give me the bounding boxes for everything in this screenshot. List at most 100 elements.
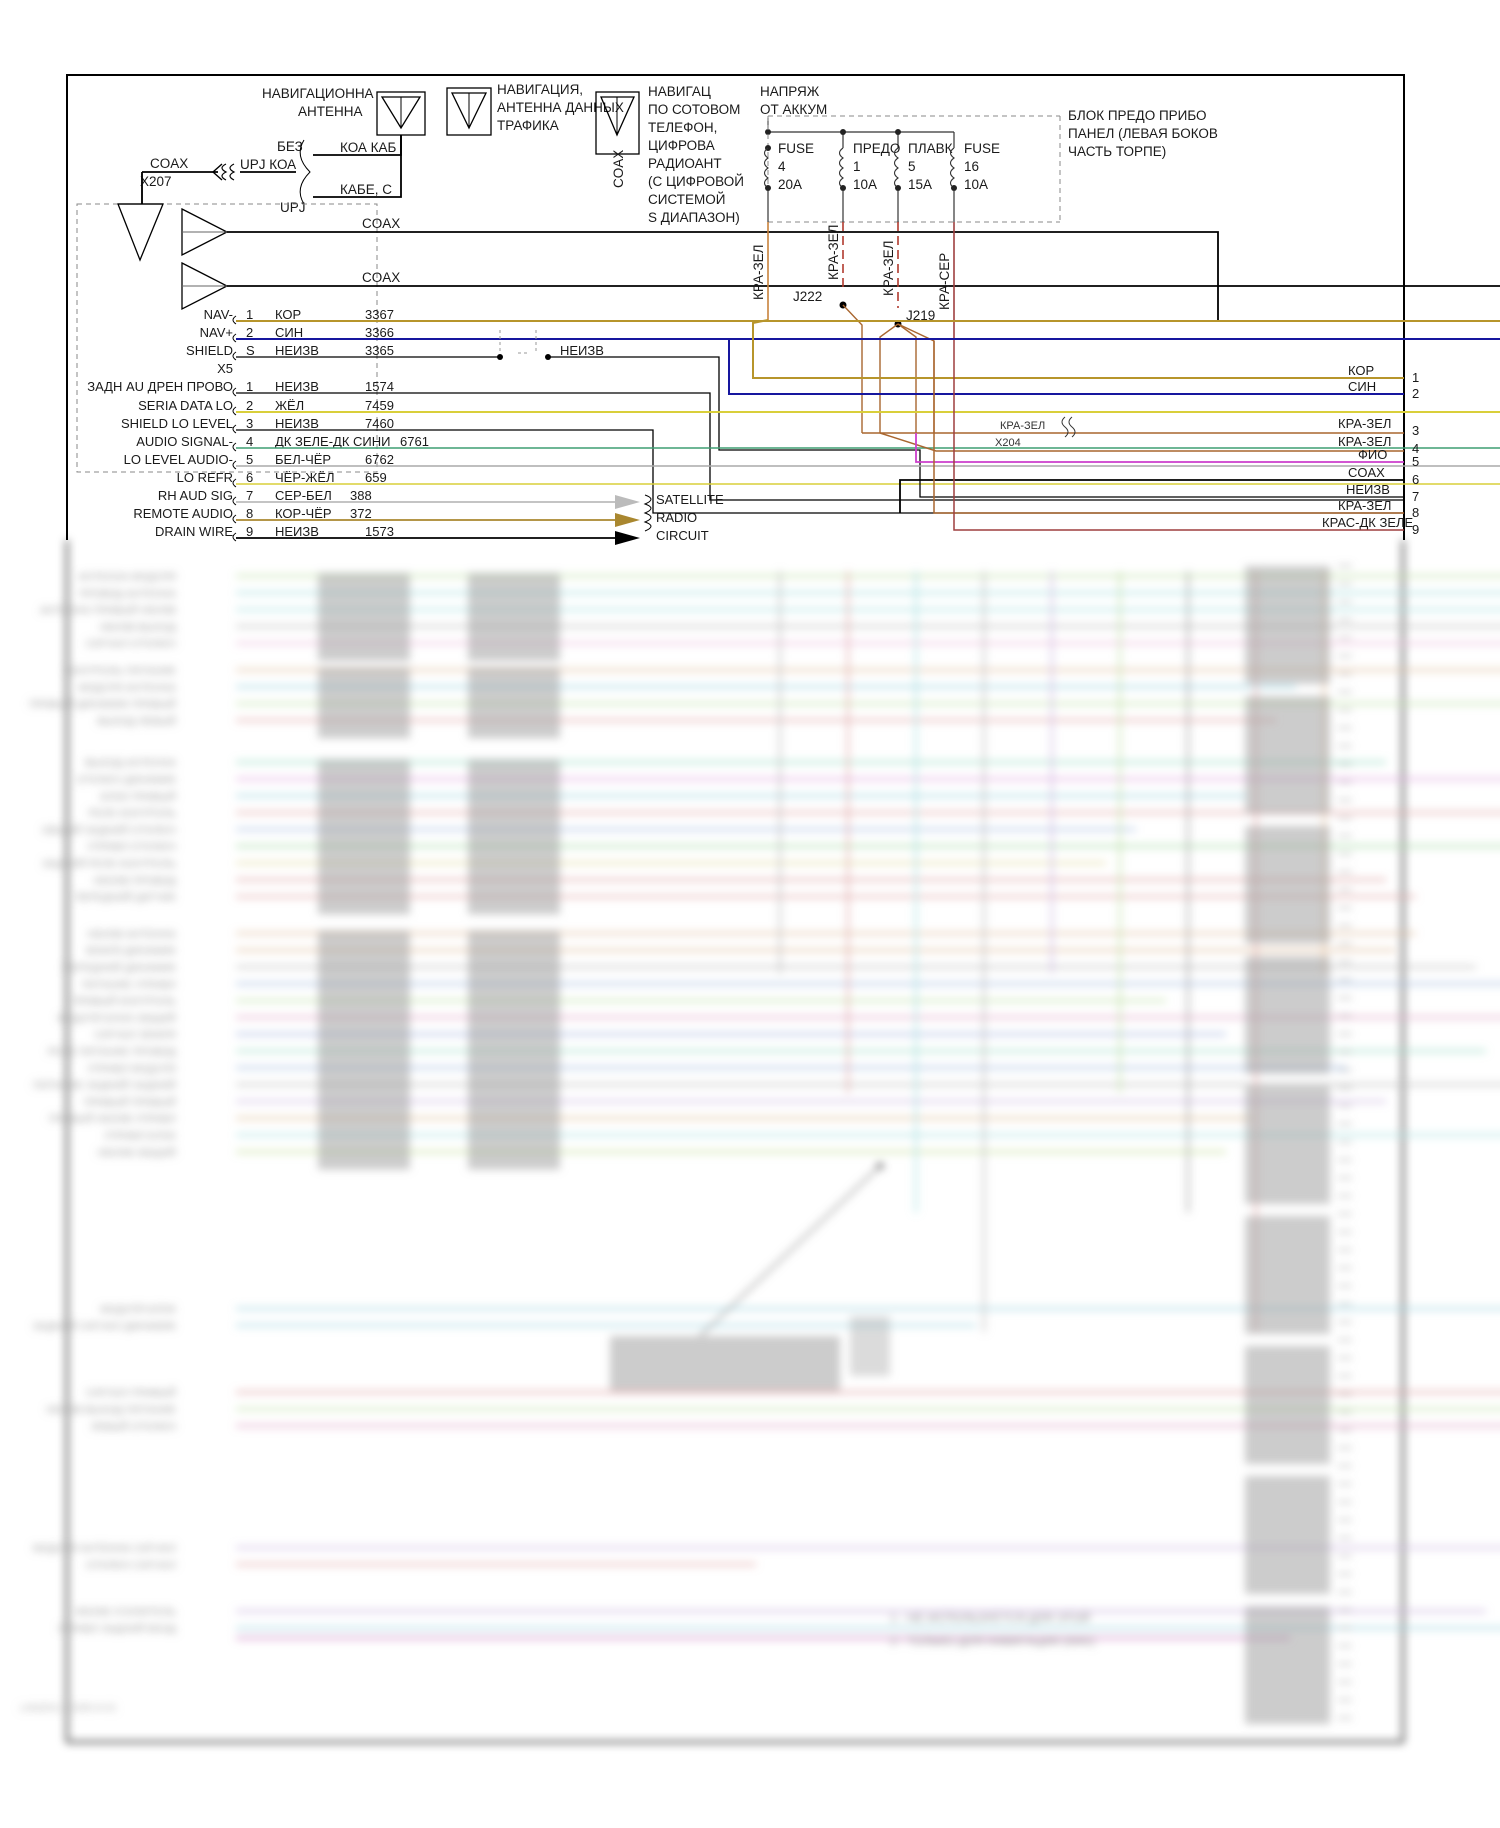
svg-text:НЕИЗВ ОБЩИЙ: НЕИЗВ ОБЩИЙ xyxy=(98,1146,176,1159)
svg-text:СИН: СИН xyxy=(1348,379,1376,394)
svg-text:ЗАДНИЙ РЕЛЕ КОНТРОЛЬ: ЗАДНИЙ РЕЛЕ КОНТРОЛЬ xyxy=(42,857,176,870)
svg-text:ЧЁР-ЖЁЛ: ЧЁР-ЖЁЛ xyxy=(275,470,335,485)
svg-text:7460: 7460 xyxy=(365,416,394,431)
svg-text:КРА-ЗЕЛ: КРА-ЗЕЛ xyxy=(751,245,766,300)
svg-text:МОДУЛЯ АНТЕННА: МОДУЛЯ АНТЕННА xyxy=(78,682,176,694)
svg-text:659: 659 xyxy=(365,470,387,485)
svg-text:УПРАВЛ ЗАДНИЙ ВХОД: УПРАВЛ ЗАДНИЙ ВХОД xyxy=(57,1622,176,1635)
svg-text:НЕИЗВ АНТЕННА: НЕИЗВ АНТЕННА xyxy=(87,928,176,940)
svg-text:БЛОК ПРАВЫЙ: БЛОК ПРАВЫЙ xyxy=(100,790,176,803)
svg-text:БЕЗ: БЕЗ xyxy=(277,139,303,154)
svg-text:RADIO: RADIO xyxy=(656,510,697,525)
svg-text:КОР: КОР xyxy=(1348,363,1374,378)
svg-text:388: 388 xyxy=(350,488,372,503)
svg-text:ЛЕВЫЙ ОТКЛЮЧ: ЛЕВЫЙ ОТКЛЮЧ xyxy=(90,1420,176,1433)
svg-text:НЕИЗВ: НЕИЗВ xyxy=(560,343,604,358)
svg-text:ПЕРЕДНИЙ ДАТЧИК: ПЕРЕДНИЙ ДАТЧИК xyxy=(74,891,177,904)
svg-text:АНТЕННА: АНТЕННА xyxy=(298,104,363,119)
svg-text:ПИТАНИЕ УПРАВЛ: ПИТАНИЕ УПРАВЛ xyxy=(81,979,176,991)
svg-text:ДК ЗЕЛЕ-ДК СИНИ: ДК ЗЕЛЕ-ДК СИНИ xyxy=(275,434,391,449)
svg-text:UPJ КОА: UPJ КОА xyxy=(240,157,296,172)
svg-text:7: 7 xyxy=(1412,489,1419,504)
svg-text:LO REFR: LO REFR xyxy=(177,470,233,485)
svg-text:16: 16 xyxy=(964,159,979,174)
svg-text:КРА-ЗЕЛ: КРА-ЗЕЛ xyxy=(826,225,841,280)
svg-text:НЕИЗВ ВЫХОД ПИТАНИЕ: НЕИЗВ ВЫХОД ПИТАНИЕ xyxy=(46,1404,176,1416)
svg-text:НЕИЗВ: НЕИЗВ xyxy=(275,379,319,394)
svg-text:ПРАВЫЙ НЕИЗВ УПРАВЛ: ПРАВЫЙ НЕИЗВ УПРАВЛ xyxy=(49,1112,176,1125)
svg-text:9: 9 xyxy=(1412,522,1419,537)
svg-text:10A: 10A xyxy=(853,177,877,192)
svg-text:DRAIN WIRE: DRAIN WIRE xyxy=(155,524,233,539)
svg-text:CIRCUIT: CIRCUIT xyxy=(656,528,709,543)
svg-text:5: 5 xyxy=(246,452,253,467)
svg-text:НЕИЗВ УСИЛИТЕЛЬ: НЕИЗВ УСИЛИТЕЛЬ xyxy=(74,1606,176,1618)
svg-text:КРА-ЗЕЛ: КРА-ЗЕЛ xyxy=(1338,498,1391,513)
svg-text:FUSE: FUSE xyxy=(964,141,1000,156)
svg-text:2 - ТОЛЬКО ДЛЯ НАВИГАЦИИ (NAV): 2 - ТОЛЬКО ДЛЯ НАВИГАЦИИ (NAV) xyxy=(890,1634,1095,1648)
svg-text:3366: 3366 xyxy=(365,325,394,340)
svg-text:СИН: СИН xyxy=(275,325,303,340)
svg-text:LAN2011-12345-A-01: LAN2011-12345-A-01 xyxy=(20,1703,117,1714)
svg-text:1: 1 xyxy=(246,379,253,394)
svg-text:ЗАДНИЙ СИГНАЛ ДИНАМИК: ЗАДНИЙ СИГНАЛ ДИНАМИК xyxy=(33,1319,177,1332)
svg-text:СИГНАЛ ПРАВЫЙ: СИГНАЛ ПРАВЫЙ xyxy=(86,1386,176,1399)
svg-text:ВЫХОД ЛЕВЫЙ: ВЫХОД ЛЕВЫЙ xyxy=(97,714,176,727)
svg-text:1: 1 xyxy=(246,307,253,322)
svg-text:РАДИОАНТ: РАДИОАНТ xyxy=(648,156,722,171)
svg-text:ЗЕМЛЯ ДИНАМИК: ЗЕМЛЯ ДИНАМИК xyxy=(85,945,177,957)
svg-text:КАБЕ, С: КАБЕ, С xyxy=(340,182,392,197)
svg-text:6: 6 xyxy=(1412,472,1419,487)
svg-text:NAV-: NAV- xyxy=(204,307,233,322)
svg-text:ОБЩИЙ ЗАДНИЙ ОТКЛЮЧ: ОБЩИЙ ЗАДНИЙ ОТКЛЮЧ xyxy=(42,823,176,836)
svg-text:RH AUD SIG: RH AUD SIG xyxy=(158,488,233,503)
svg-text:АНТЕННА МОДУЛЯ: АНТЕННА МОДУЛЯ xyxy=(78,571,176,583)
svg-text:УПРАВЛ ОТКЛЮЧ: УПРАВЛ ОТКЛЮЧ xyxy=(87,841,176,853)
svg-text:ПРОВОД АНТЕННА: ПРОВОД АНТЕННА xyxy=(79,588,176,600)
svg-text:3365: 3365 xyxy=(365,343,394,358)
svg-text:S ДИАПАЗОН): S ДИАПАЗОН) xyxy=(648,210,740,225)
svg-text:КОА КАБ: КОА КАБ xyxy=(340,140,397,155)
svg-text:СИСТЕМОЙ: СИСТЕМОЙ xyxy=(648,192,725,207)
svg-text:ЗАДН AU ДРЕН ПРОВО: ЗАДН AU ДРЕН ПРОВО xyxy=(87,379,233,394)
svg-text:5: 5 xyxy=(908,159,916,174)
svg-text:НЕИЗВ ВЫХОД: НЕИЗВ ВЫХОД xyxy=(100,621,176,633)
svg-text:15A: 15A xyxy=(908,177,932,192)
svg-text:ПЕРЕДНИЙ ДИНАМИК: ПЕРЕДНИЙ ДИНАМИК xyxy=(63,961,177,974)
svg-text:AUDIO SIGNAL-: AUDIO SIGNAL- xyxy=(136,434,233,449)
svg-text:REMOTE AUDIO: REMOTE AUDIO xyxy=(133,506,233,521)
svg-text:SATELLITE: SATELLITE xyxy=(656,492,724,507)
svg-text:FUSE: FUSE xyxy=(778,141,814,156)
svg-text:НЕИЗВ: НЕИЗВ xyxy=(275,343,319,358)
svg-text:2: 2 xyxy=(246,325,253,340)
svg-text:МОДУЛЯ АНТЕННА СИГНАЛ: МОДУЛЯ АНТЕННА СИГНАЛ xyxy=(33,1543,176,1555)
svg-text:НЕИЗВ: НЕИЗВ xyxy=(275,416,319,431)
svg-text:КРА-ЗЕЛ: КРА-ЗЕЛ xyxy=(1000,420,1045,432)
svg-text:ПИТАНИЕ ЗАДНИЙ ЗАДНИЙ: ПИТАНИЕ ЗАДНИЙ ЗАДНИЙ xyxy=(33,1079,176,1092)
svg-text:NAV+: NAV+ xyxy=(200,325,233,340)
svg-text:COAX: COAX xyxy=(362,270,400,285)
svg-text:7: 7 xyxy=(246,488,253,503)
svg-text:4: 4 xyxy=(778,159,786,174)
svg-text:1: 1 xyxy=(853,159,861,174)
svg-text:НЕИЗВ: НЕИЗВ xyxy=(275,524,319,539)
svg-text:9: 9 xyxy=(246,524,253,539)
svg-text:1: 1 xyxy=(1412,370,1419,385)
svg-text:COAX: COAX xyxy=(362,216,400,231)
svg-text:СЕР-БЕЛ: СЕР-БЕЛ xyxy=(275,488,332,503)
svg-text:КРАС-ДК ЗЕЛЕ: КРАС-ДК ЗЕЛЕ xyxy=(1322,515,1414,530)
svg-text:БЛОК ПРЕДО ПРИБО: БЛОК ПРЕДО ПРИБО xyxy=(1068,108,1207,123)
svg-text:РЕЛЕ ПИТАНИЕ ПРОВОД: РЕЛЕ ПИТАНИЕ ПРОВОД xyxy=(48,1046,176,1058)
svg-text:SHIELD: SHIELD xyxy=(186,343,233,358)
svg-text:ЦИФРОВА: ЦИФРОВА xyxy=(648,138,715,153)
svg-text:COAX: COAX xyxy=(611,150,626,188)
svg-text:ПАНЕЛ (ЛЕВАЯ БОКОВ: ПАНЕЛ (ЛЕВАЯ БОКОВ xyxy=(1068,126,1218,141)
svg-text:10A: 10A xyxy=(964,177,988,192)
svg-text:НАВИГАЦИЯ,: НАВИГАЦИЯ, xyxy=(497,82,583,97)
svg-text:УПРАВЛ МОДУЛЯ: УПРАВЛ МОДУЛЯ xyxy=(87,1063,176,1075)
svg-text:ЧАСТЬ ТОРПЕ): ЧАСТЬ ТОРПЕ) xyxy=(1068,144,1166,159)
svg-text:БЕЛ-ЧЁР: БЕЛ-ЧЁР xyxy=(275,452,331,467)
svg-text:МОДУЛЯ БЛОК: МОДУЛЯ БЛОК xyxy=(100,1304,177,1316)
svg-text:8: 8 xyxy=(246,506,253,521)
svg-text:372: 372 xyxy=(350,506,372,521)
